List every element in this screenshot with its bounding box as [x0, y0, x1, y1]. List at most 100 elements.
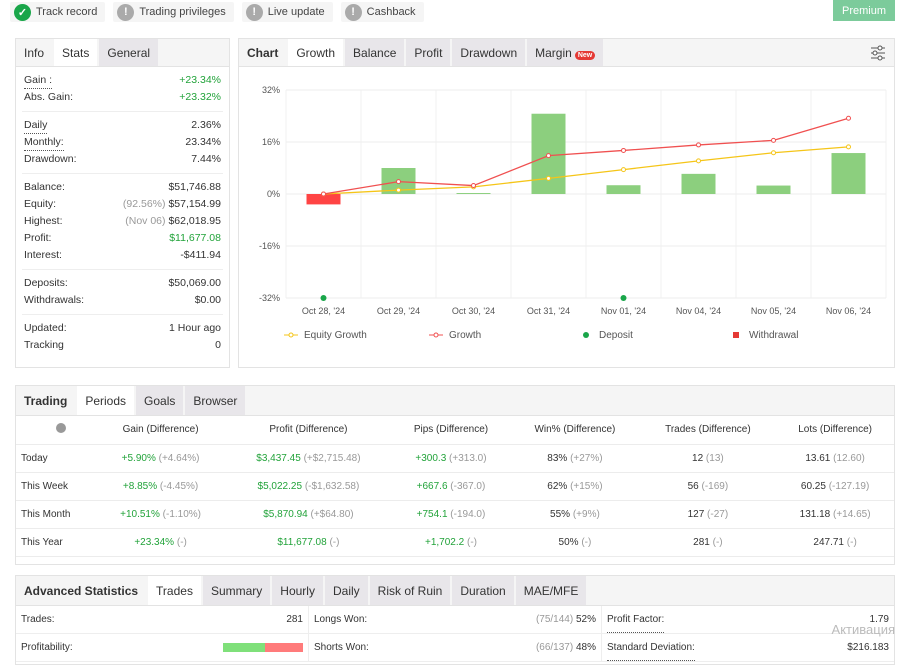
chart-settings-icon[interactable] — [862, 39, 894, 66]
profit-factor-row: Profit Factor: 1.79 — [602, 606, 894, 634]
stat-row: Equity: (92.56%) $57,154.99 — [16, 196, 229, 213]
stat-label: Highest: — [24, 215, 63, 227]
cell-value: $11,677.08 — [277, 536, 327, 548]
deposit-marker — [320, 295, 327, 301]
label: Profit Factor: — [607, 606, 665, 633]
tab-profit[interactable]: Profit — [406, 39, 451, 66]
badge-trading-privileges[interactable]: ! Trading privileges — [113, 2, 234, 22]
tab-growth[interactable]: Growth — [288, 39, 344, 66]
tab-risk-of-ruin[interactable]: Risk of Ruin — [369, 576, 451, 605]
stat-label: Deposits: — [24, 277, 68, 289]
tab-summary[interactable]: Summary — [202, 576, 271, 605]
series-line-0 — [323, 146, 849, 195]
column-header: Profit (Difference) — [225, 416, 392, 445]
value: 1.79 — [869, 614, 889, 625]
cell-value: 83% — [547, 452, 568, 464]
badge-live-update[interactable]: ! Live update — [241, 2, 333, 22]
warning-icon: ! — [245, 3, 263, 21]
info-panel: Info Stats General Gain : +23.34% Abs. Gai… — [15, 38, 230, 368]
cell-diff: (13) — [705, 452, 724, 464]
legend-swatch — [583, 332, 589, 338]
cell-diff: (+313.0) — [449, 452, 487, 464]
tab-general[interactable]: General — [99, 39, 159, 66]
tab-daily[interactable]: Daily — [324, 576, 368, 605]
stat-value: $0.00 — [194, 294, 221, 306]
legend-label[interactable]: Equity Growth — [304, 330, 367, 341]
cell-value: 12 — [692, 452, 704, 464]
y-tick-label: 32% — [262, 85, 280, 95]
legend-label[interactable]: Deposit — [599, 330, 633, 341]
value: 281 — [286, 614, 303, 625]
stat-label: Daily — [24, 117, 48, 134]
x-tick-label: Oct 31, '24 — [527, 306, 570, 316]
stat-row: Withdrawals: $0.00 — [16, 292, 229, 309]
info-icon[interactable] — [16, 416, 96, 445]
divider — [22, 314, 223, 315]
tab-balance[interactable]: Balance — [345, 39, 405, 66]
stat-value: -$411.94 — [180, 249, 221, 261]
table-cell: +667.6 (-367.0) — [391, 472, 511, 501]
shorts-row: Shorts Won: (66/137) 48% — [309, 634, 601, 662]
label: Standard Deviation: — [607, 634, 695, 661]
premium-button[interactable]: Premium — [833, 0, 895, 21]
status-badges: ✓ Track record ! Trading privileges ! Live up… — [10, 2, 424, 22]
table-cell: +300.3 (+313.0) — [391, 444, 511, 473]
tab-periods[interactable]: Periods — [77, 386, 135, 415]
table-row: This Week +8.85% (-4.45%) $5,022.25 (-$1,6… — [16, 472, 894, 501]
stat-value: $11,677.08 — [169, 232, 221, 244]
label: Profitability: — [21, 642, 73, 653]
series-point — [546, 153, 551, 159]
stat-value-wrap: 7.44% — [191, 151, 221, 168]
stat-value: $51,746.88 — [168, 181, 221, 193]
table-cell: 12 (13) — [639, 444, 777, 473]
cell-diff: (-127.19) — [828, 480, 870, 492]
stat-value-wrap: 2.36% — [191, 117, 221, 134]
label: Longs Won: — [314, 614, 368, 625]
series-point — [546, 175, 551, 181]
cell-value: +667.6 — [416, 480, 448, 492]
cell-value: 247.71 — [813, 536, 844, 548]
cell-value: 50% — [558, 536, 579, 548]
tab-mae-mfe[interactable]: MAE/MFE — [515, 576, 587, 605]
periods-table: Gain (Difference) Profit (Difference) Pips… — [16, 416, 894, 557]
stat-row: Monthly: 23.34% — [16, 134, 229, 151]
series-point — [846, 144, 851, 150]
period-label: Today — [16, 444, 96, 473]
bar — [681, 173, 716, 194]
table-cell: 247.71 (-) — [776, 528, 894, 557]
stat-value-wrap: $50,069.00 — [168, 275, 221, 292]
stat-row: Abs. Gain: +23.32% — [16, 89, 229, 106]
tab-info[interactable]: Info — [24, 46, 45, 60]
series-point — [621, 167, 626, 173]
table-cell: 50% (-) — [510, 528, 640, 557]
tab-trades[interactable]: Trades — [148, 576, 201, 605]
tab-hourly[interactable]: Hourly — [272, 576, 323, 605]
tab-browser[interactable]: Browser — [185, 386, 246, 415]
stat-row: Drawdown: 7.44% — [16, 151, 229, 168]
trading-title: Trading — [24, 394, 68, 408]
series-point — [771, 150, 776, 156]
advanced-tabs: Advanced Statistics Trades Summary Hourly Da… — [16, 576, 894, 606]
badge-cashback[interactable]: ! Cashback — [340, 2, 424, 22]
legend-label[interactable]: Growth — [449, 330, 481, 341]
cell-diff: (+$64.80) — [310, 508, 354, 520]
tab-stats[interactable]: Stats — [54, 39, 98, 66]
legend-label[interactable]: Withdrawal — [749, 330, 798, 341]
tab-drawdown[interactable]: Drawdown — [452, 39, 526, 66]
stat-label: Tracking — [24, 339, 64, 351]
tab-margin[interactable]: Margin New — [527, 39, 604, 66]
table-cell: $5,022.25 (-$1,632.58) — [225, 472, 392, 501]
profitability-bar — [223, 634, 303, 661]
stat-value-wrap: $11,677.08 — [169, 230, 221, 247]
bar — [606, 185, 641, 194]
cell-value: $5,870.94 — [263, 508, 308, 520]
cell-diff: (+14.65) — [833, 508, 871, 520]
new-badge: New — [574, 51, 596, 60]
badge-track-record[interactable]: ✓ Track record — [10, 2, 106, 22]
tab-duration[interactable]: Duration — [452, 576, 514, 605]
tab-goals[interactable]: Goals — [136, 386, 184, 415]
note: (75/144) — [535, 614, 574, 625]
cell-value: $5,022.25 — [257, 480, 303, 492]
stat-value: 1 Hour ago — [169, 322, 221, 334]
stat-label: Equity: — [24, 198, 57, 210]
